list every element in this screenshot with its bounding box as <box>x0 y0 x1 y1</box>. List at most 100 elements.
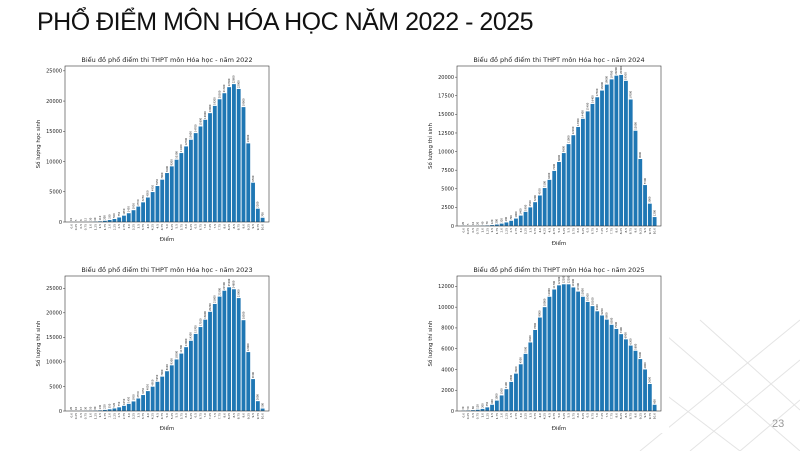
bar <box>131 210 136 222</box>
x-tick-label: 9.0 <box>633 413 637 418</box>
bar <box>542 307 547 411</box>
value-label: 700 <box>510 215 513 220</box>
value-label: 9300 <box>171 358 174 365</box>
value-label: 14400 <box>582 110 585 118</box>
x-tick-label: 9.5 <box>643 228 647 233</box>
bar <box>523 211 528 226</box>
bar <box>179 153 184 222</box>
bar <box>208 113 212 222</box>
bar <box>150 192 155 222</box>
bar <box>494 224 499 226</box>
value-label: 7400 <box>553 163 556 170</box>
plot-frame <box>456 275 662 412</box>
value-label: 9000 <box>639 151 642 158</box>
bar <box>260 408 265 411</box>
bar <box>537 317 542 411</box>
y-tick-label: 4000 <box>441 367 454 373</box>
bar <box>141 202 146 222</box>
x-tick-label: 3.0 <box>127 413 131 418</box>
value-label: 30 <box>462 406 465 410</box>
value-label: 1000 <box>496 393 499 400</box>
value-label: 20300 <box>218 90 221 98</box>
x-tick-label: 3.5 <box>528 228 532 233</box>
bar <box>523 353 528 411</box>
x-tick-label: 5.75 <box>571 413 575 419</box>
x-tick-label: 8.75 <box>629 413 633 419</box>
bar <box>638 159 643 226</box>
value-label: 3600 <box>515 366 518 373</box>
x-tick-label: 9.5 <box>251 224 255 229</box>
bar <box>117 407 122 411</box>
x-tick-label: 4.25 <box>151 224 155 230</box>
x-tick-label: 1.25 <box>485 413 489 419</box>
x-tick-label: 0.75 <box>84 413 88 419</box>
bar <box>571 287 576 411</box>
x-tick-label: 4.25 <box>151 413 155 419</box>
x-tick-label: 0.5 <box>471 413 475 418</box>
value-label: 3200 <box>534 195 537 202</box>
value-label: 220 <box>104 404 107 409</box>
x-tick-label: 0.75 <box>476 413 480 419</box>
x-tick-label: 0.5 <box>79 224 83 229</box>
bar <box>514 373 518 411</box>
bar <box>480 408 485 411</box>
x-tick-label: 2.5 <box>117 224 121 229</box>
x-tick-label: 6.0 <box>576 413 580 418</box>
bar <box>222 93 227 222</box>
value-label: 200 <box>481 403 484 408</box>
value-label: 17300 <box>596 88 599 96</box>
value-label: 17100 <box>199 318 202 326</box>
x-tick-label: 3.5 <box>528 413 532 418</box>
x-tick-label: 6.25 <box>189 413 193 419</box>
bar <box>614 75 619 226</box>
value-label: 11500 <box>577 282 580 290</box>
bar <box>580 118 585 226</box>
bar <box>255 401 260 411</box>
slide-title: PHỔ ĐIỂM MÔN HÓA HỌC NĂM 2022 - 2025 <box>37 8 534 36</box>
bar <box>212 303 217 411</box>
x-tick-label: 3.75 <box>141 413 145 419</box>
x-tick-label: 2.5 <box>509 228 513 233</box>
x-tick-label: 6.25 <box>189 224 193 230</box>
y-axis-label: Số lượng học sinh <box>35 119 42 168</box>
bar <box>160 179 165 222</box>
value-label: 30 <box>85 406 88 410</box>
value-label: 7400 <box>620 327 623 334</box>
y-tick-label: 15000 <box>438 112 454 118</box>
value-label: 25200 <box>228 278 231 286</box>
x-tick-label: 3.0 <box>519 413 523 418</box>
x-tick-label: 1.75 <box>495 228 499 234</box>
value-label: 8600 <box>558 154 561 161</box>
bar <box>126 403 131 411</box>
x-tick-label: 10.0 <box>653 228 657 234</box>
y-tick-label: 10000 <box>438 149 454 155</box>
x-tick-label: 8.5 <box>232 413 236 418</box>
bar <box>193 133 198 222</box>
x-axis-label: Điểm <box>160 425 175 432</box>
x-tick-label: 2.25 <box>504 413 508 419</box>
x-tick-label: 6.5 <box>586 228 590 233</box>
value-label: 13600 <box>190 131 193 139</box>
value-label: 8300 <box>610 317 613 324</box>
bar <box>107 220 112 222</box>
value-label: 80 <box>94 406 97 410</box>
y-tick-label: 12500 <box>438 131 454 137</box>
x-tick-label: 1.25 <box>93 224 97 230</box>
value-label: 5 <box>467 223 470 225</box>
bar <box>131 401 136 411</box>
chart: Biểu đồ phổ điểm thi THPT môn Hóa học - … <box>425 262 669 433</box>
chart: Biểu đồ phổ điểm thi THPT môn Hóa học - … <box>425 52 669 248</box>
value-label: 2200 <box>257 201 260 208</box>
bar <box>155 381 160 411</box>
bar <box>600 315 604 411</box>
bar <box>580 296 585 411</box>
x-tick-label: 0.25 <box>74 224 78 230</box>
x-tick-label: 6.5 <box>194 224 198 229</box>
x-tick-label: 3.0 <box>127 224 131 229</box>
value-label: 6500 <box>252 175 255 182</box>
x-tick-label: 4.5 <box>547 228 551 233</box>
value-label: 19700 <box>610 70 613 78</box>
bar <box>236 88 241 222</box>
bar <box>150 386 155 411</box>
value-label: 7900 <box>615 321 618 328</box>
